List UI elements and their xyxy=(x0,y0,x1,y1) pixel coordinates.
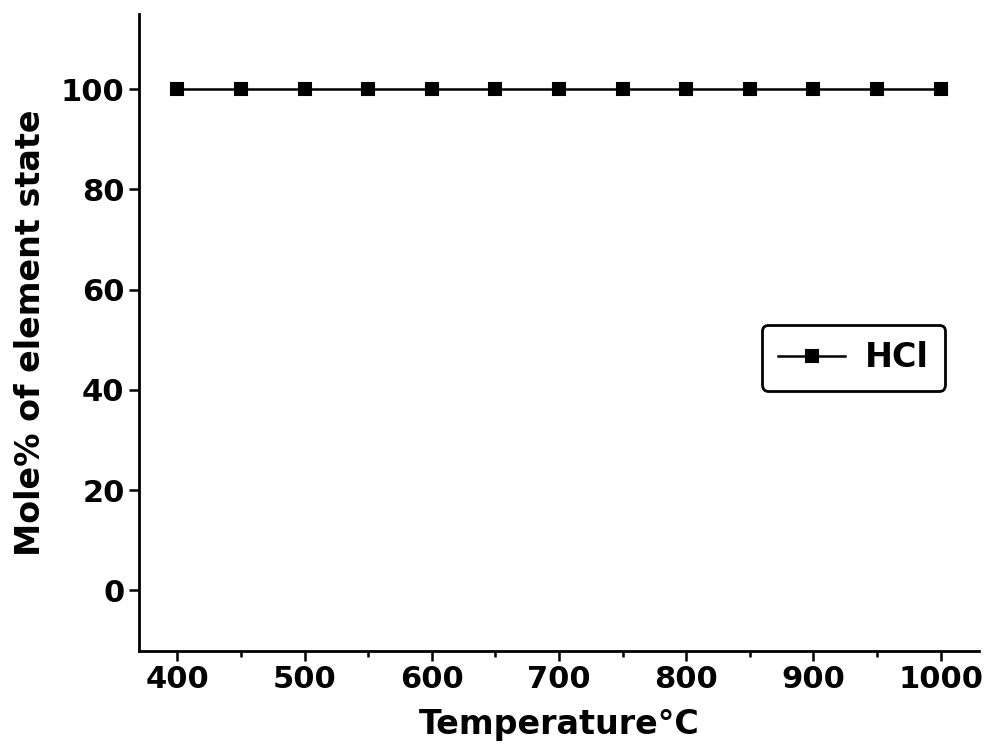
HCl xyxy=(362,85,374,94)
Y-axis label: Mole% of element state: Mole% of element state xyxy=(14,109,47,556)
X-axis label: Temperature°C: Temperature°C xyxy=(419,708,699,741)
HCl xyxy=(171,85,183,94)
Legend: HCl: HCl xyxy=(762,325,945,391)
HCl xyxy=(235,85,247,94)
HCl xyxy=(553,85,565,94)
HCl xyxy=(299,85,311,94)
Line: HCl: HCl xyxy=(171,83,947,95)
HCl xyxy=(489,85,501,94)
HCl xyxy=(744,85,756,94)
HCl xyxy=(680,85,692,94)
HCl xyxy=(807,85,819,94)
HCl xyxy=(935,85,947,94)
HCl xyxy=(871,85,883,94)
HCl xyxy=(426,85,438,94)
HCl xyxy=(617,85,629,94)
